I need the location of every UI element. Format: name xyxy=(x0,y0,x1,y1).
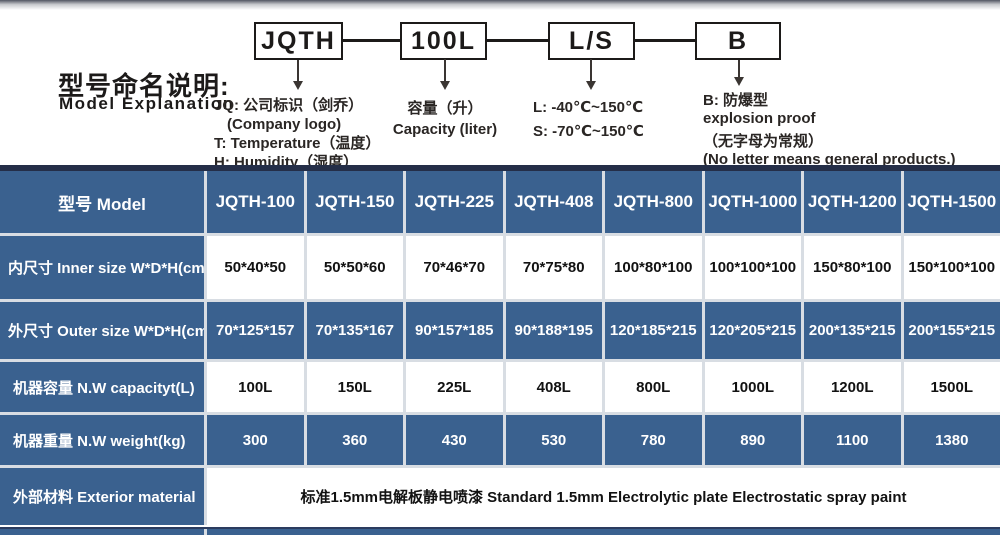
header-cell: JQTH-225 xyxy=(406,171,503,233)
down-arrow-icon xyxy=(440,59,450,90)
spec-cell: 200*155*215 xyxy=(903,302,1000,359)
header-cell: JQTH-408 xyxy=(505,171,602,233)
model-code-box-capacity: 100L xyxy=(400,22,487,60)
spec-table-grid: 型号 Model JQTH-100 JQTH-150 JQTH-225 JQTH… xyxy=(0,171,1000,525)
spec-cell: 70*125*157 xyxy=(207,302,304,359)
explanation-capacity: 容量（升） Capacity (liter) xyxy=(383,98,507,140)
model-code-box-explosion: B xyxy=(695,22,781,60)
row-label-outer-size: 外尺寸 Outer size W*D*H(cm) xyxy=(0,302,204,359)
connector-line xyxy=(343,39,400,42)
spec-cell: 50*40*50 xyxy=(207,236,304,299)
explanation-line: （无字母为常规） xyxy=(703,133,824,150)
spec-cell: 225L xyxy=(406,362,503,412)
model-naming-diagram: 型号命名说明: Model Explanation JQTH 100L L/S … xyxy=(0,0,1000,171)
model-code-label: L/S xyxy=(569,26,614,55)
spec-cell: 150*80*100 xyxy=(804,236,901,299)
spec-cell: 120*205*215 xyxy=(704,302,801,359)
spec-cell: 100*80*100 xyxy=(605,236,702,299)
diagram-title-cn: 型号命名说明: xyxy=(58,71,230,101)
row-label-exterior-material: 外部材料 Exterior material xyxy=(0,468,204,525)
spec-cell: 800L xyxy=(605,362,702,412)
connector-line xyxy=(635,39,695,42)
connector-line xyxy=(487,39,548,42)
header-cell: JQTH-100 xyxy=(207,171,304,233)
spec-table: 型号 Model JQTH-100 JQTH-150 JQTH-225 JQTH… xyxy=(0,165,1000,535)
spec-cell: 300 xyxy=(207,415,304,465)
model-code-label: JQTH xyxy=(261,26,336,55)
spec-cell: 200*135*215 xyxy=(804,302,901,359)
header-cell: JQTH-1000 xyxy=(704,171,801,233)
diagram-title-en: Model Explanation xyxy=(59,94,235,113)
spec-cell: 408L xyxy=(505,362,602,412)
spec-cell: 1000L xyxy=(704,362,801,412)
spec-cell: 70*75*80 xyxy=(505,236,602,299)
explanation-line: T: Temperature（温度） xyxy=(214,135,381,152)
spec-cell: 150*100*100 xyxy=(903,236,1000,299)
model-code-label: B xyxy=(727,26,749,55)
explanation-line: S: -70℃~150℃ xyxy=(533,123,644,140)
explanation-line: Capacity (liter) xyxy=(392,121,498,138)
model-code-box-jqth: JQTH xyxy=(254,22,343,60)
header-cell-model: 型号 Model xyxy=(0,171,204,233)
model-code-box-temp-range: L/S xyxy=(548,22,635,60)
spec-cell: 1500L xyxy=(903,362,1000,412)
explanation-line: (Company logo) xyxy=(227,116,342,133)
explanation-line: (No letter means general products.) xyxy=(703,151,956,168)
header-cell: JQTH-1500 xyxy=(903,171,1000,233)
spec-cell: 360 xyxy=(306,415,403,465)
page-top-shadow xyxy=(0,0,1000,10)
spec-cell: 100*100*100 xyxy=(704,236,801,299)
down-arrow-icon xyxy=(586,59,596,90)
spec-cell: 70*46*70 xyxy=(406,236,503,299)
spec-cell: 50*50*60 xyxy=(306,236,403,299)
explanation-line: B: 防爆型 xyxy=(703,92,768,109)
row-label-capacity: 机器容量 N.W capacityt(L) xyxy=(0,362,204,412)
cut-off-row-span-cell xyxy=(207,529,1000,535)
spec-cell: 100L xyxy=(207,362,304,412)
spec-cell: 1100 xyxy=(804,415,901,465)
header-cell: JQTH-1200 xyxy=(804,171,901,233)
cut-off-row xyxy=(0,527,1000,535)
table-top-border xyxy=(0,165,1000,171)
explanation-temp-range: L: -40℃~150℃ S: -70℃~150℃ xyxy=(533,96,644,144)
spec-cell: 1380 xyxy=(903,415,1000,465)
spec-cell: 430 xyxy=(406,415,503,465)
explanation-line: explosion proof xyxy=(703,110,816,127)
spec-cell: 150L xyxy=(306,362,403,412)
down-arrow-icon xyxy=(734,60,744,86)
explanation-jqth: JQ: 公司标识（剑乔） (Company logo) T: Temperatu… xyxy=(214,96,380,172)
spec-cell: 780 xyxy=(605,415,702,465)
explanation-line: 容量（升） xyxy=(407,100,483,117)
spec-cell: 120*185*215 xyxy=(605,302,702,359)
down-arrow-icon xyxy=(293,60,303,90)
spec-cell: 90*157*185 xyxy=(406,302,503,359)
explanation-explosion-proof: B: 防爆型 explosion proof （无字母为常规） (No lett… xyxy=(703,92,956,169)
explanation-line: L: -40℃~150℃ xyxy=(533,99,644,116)
model-code-label: 100L xyxy=(411,26,476,55)
spec-cell-material-span: 标准1.5mm电解板静电喷漆 Standard 1.5mm Electrolyt… xyxy=(207,468,1000,525)
header-cell: JQTH-800 xyxy=(605,171,702,233)
explanation-line: JQ: 公司标识（剑乔） xyxy=(214,97,364,114)
spec-cell: 90*188*195 xyxy=(505,302,602,359)
spec-cell: 530 xyxy=(505,415,602,465)
header-cell: JQTH-150 xyxy=(306,171,403,233)
row-label-weight: 机器重量 N.W weight(kg) xyxy=(0,415,204,465)
cut-off-row-label-cell xyxy=(0,529,204,535)
row-label-inner-size: 内尺寸 Inner size W*D*H(cm) xyxy=(0,236,204,299)
spec-cell: 890 xyxy=(704,415,801,465)
spec-cell: 1200L xyxy=(804,362,901,412)
spec-cell: 70*135*167 xyxy=(306,302,403,359)
